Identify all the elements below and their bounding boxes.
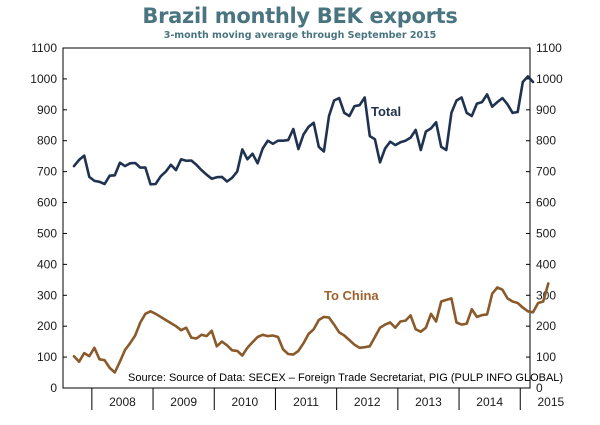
plot-area bbox=[62, 47, 531, 389]
y-tick-label-right: 1000 bbox=[536, 72, 563, 86]
y-tick-label-left: 800 bbox=[37, 134, 57, 148]
y-tick-label-right: 1100 bbox=[536, 41, 562, 55]
x-tick-label: 2010 bbox=[231, 395, 258, 409]
y-tick-label-left: 500 bbox=[37, 226, 57, 240]
x-tick-label: 2013 bbox=[415, 395, 442, 409]
y-tick-label-left: 1100 bbox=[31, 41, 57, 55]
y-tick-label-right: 600 bbox=[536, 196, 556, 210]
x-tick-label: 2015 bbox=[537, 395, 564, 409]
y-tick-label-left: 1000 bbox=[30, 72, 57, 86]
x-tick-label: 2008 bbox=[109, 395, 136, 409]
y-tick-label-right: 800 bbox=[536, 134, 556, 148]
y-tick-label-right: 700 bbox=[536, 165, 556, 179]
series-lines bbox=[72, 75, 550, 374]
series-label-total: Total bbox=[371, 104, 401, 119]
y-tick-label-right: 900 bbox=[536, 103, 556, 117]
y-tick-label-left: 400 bbox=[37, 257, 57, 271]
y-tick-label-left: 0 bbox=[50, 381, 57, 395]
y-tick-label-left: 300 bbox=[37, 288, 57, 302]
y-tick-label-left: 200 bbox=[37, 319, 57, 333]
y-tick-label-right: 100 bbox=[536, 350, 556, 364]
x-tick-label: 2009 bbox=[170, 395, 197, 409]
source-note: Source: Source of Data: SECEX – Foreign … bbox=[128, 372, 563, 384]
y-tick-label-left: 600 bbox=[37, 196, 57, 210]
series-label-china: To China bbox=[324, 288, 379, 303]
x-tick-label: 2011 bbox=[293, 395, 319, 409]
y-tick-label-left: 700 bbox=[37, 165, 57, 179]
x-tick-label: 2012 bbox=[354, 395, 381, 409]
y-tick-label-left: 900 bbox=[37, 103, 57, 117]
left-y-ticks: 0 100 200 300 400 500 600 700 800 900 1000 1100 bbox=[30, 41, 67, 395]
y-tick-label-right: 200 bbox=[536, 319, 556, 333]
y-tick-label-right: 0 bbox=[536, 381, 543, 395]
series-line-total bbox=[72, 75, 535, 186]
y-tick-label-left: 100 bbox=[37, 350, 57, 364]
x-axis-ticks: 2008 2009 2010 2011 2012 2013 2014 2015 bbox=[91, 388, 565, 410]
y-tick-label-right: 500 bbox=[536, 226, 556, 240]
x-tick-label: 2014 bbox=[476, 395, 503, 409]
chart-subtitle: 3-month moving average through September… bbox=[163, 30, 437, 41]
series-line-to-china bbox=[72, 282, 550, 374]
chart-title: Brazil monthly BEK exports bbox=[142, 4, 458, 28]
y-tick-label-right: 400 bbox=[536, 257, 556, 271]
